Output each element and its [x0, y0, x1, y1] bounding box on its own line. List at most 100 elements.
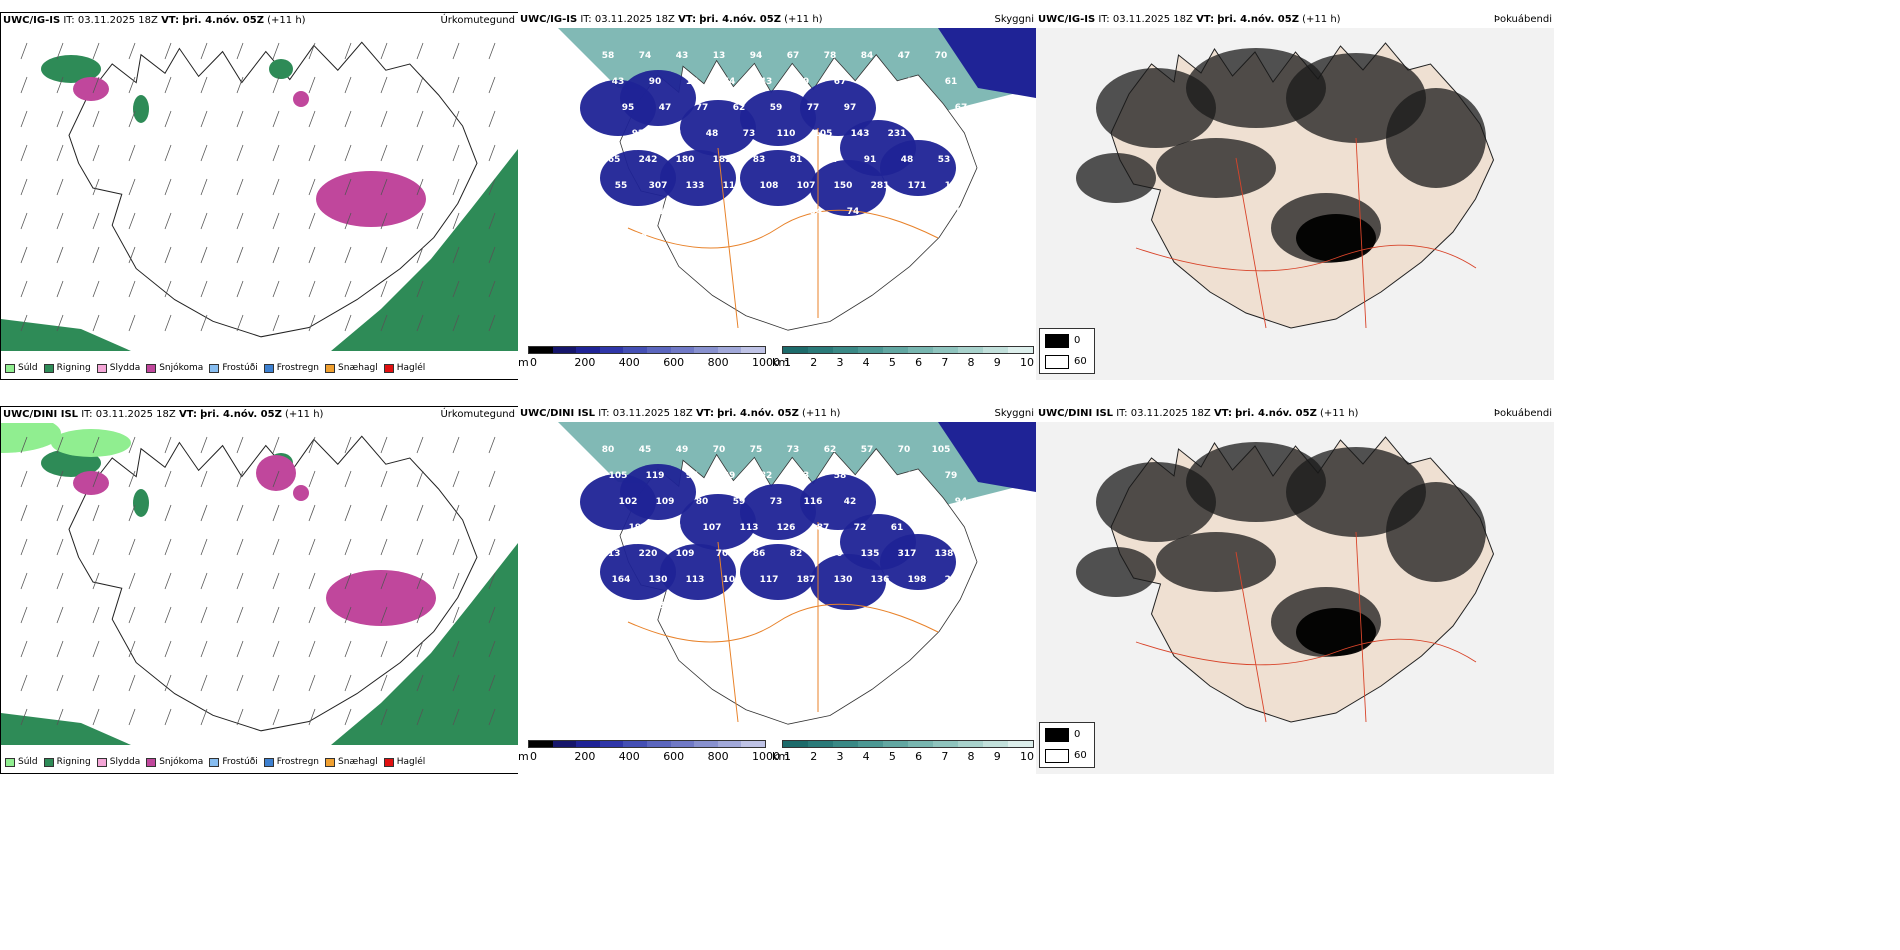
- colorbar-tick-label: 9: [993, 750, 1001, 763]
- precip-legend: Súld Rigning Slydda Snjókoma Frostúði Frostre…: [5, 363, 425, 373]
- ceiling-value-label: 281: [871, 181, 890, 191]
- ceiling-value-label: 105: [814, 129, 833, 139]
- ceiling-value-label: 42: [844, 497, 857, 507]
- precip-legend-swatch: [263, 363, 274, 373]
- ceiling-value-label: 76: [699, 601, 712, 611]
- fog-legend-low-swatch: [1045, 334, 1069, 348]
- precip-legend-swatch: [43, 363, 54, 373]
- fog-legend-low-label: 0: [1074, 335, 1081, 346]
- ceiling-value-label: 94: [955, 497, 968, 507]
- colorbar-segment: [670, 347, 695, 353]
- ceiling-value-label: 111: [945, 181, 964, 191]
- precip-legend-label: Haglél: [396, 363, 426, 373]
- colorbar-tick-label: 3: [836, 356, 844, 369]
- colorbar-segment: [958, 741, 983, 747]
- precip-legend-item: Frostúði: [209, 363, 258, 373]
- ceiling-value-label: 79: [945, 471, 958, 481]
- colorbar-gradient: [528, 346, 766, 354]
- ceiling-value-label: 49: [676, 445, 689, 455]
- panel-header: UWC/IG-IS IT: 03.11.2025 18Z VT: þri. 4.…: [520, 14, 823, 25]
- precip-legend-item: Súld: [5, 363, 38, 373]
- visibility-map: 58 74 43 13 94 67 78 84 47 70 43 90 13 74 43 49 67 47 77 61…: [558, 28, 1036, 331]
- ceiling-value-label: 40: [918, 103, 931, 113]
- ceiling-value-label: 47: [871, 77, 884, 87]
- precip-legend-item: Slydda: [96, 363, 140, 373]
- precip-legend-item: Rigning: [43, 757, 91, 767]
- precip-legend-item: Frostregn: [263, 363, 319, 373]
- colorbar-tick-label: 7: [941, 356, 949, 369]
- panel-title: Skyggni: [994, 14, 1034, 25]
- ceiling-value-label: 124: [696, 207, 715, 217]
- colorbar-segment: [783, 347, 808, 353]
- ceiling-value-label: 47: [898, 51, 911, 61]
- init-time: 03.11.2025 18Z: [594, 14, 675, 25]
- ceiling-value-label: 74: [639, 51, 652, 61]
- panel-title: Þokuábendi: [1493, 14, 1552, 25]
- colorbar-segment: [983, 741, 1008, 747]
- ceiling-colorbar: m 0 200 400 600 800 1000: [518, 344, 780, 376]
- precip-legend-swatch: [43, 757, 54, 767]
- ceiling-value-label: 61: [891, 523, 904, 533]
- colorbar-segment: [694, 347, 718, 353]
- precip-legend-item: Snæhagl: [325, 757, 378, 767]
- ceiling-value-label: 102: [619, 497, 638, 507]
- colorbar-unit: km: [772, 750, 790, 763]
- colorbar-segment: [694, 741, 718, 747]
- ceiling-value-label: 74: [847, 207, 860, 217]
- fog-legend-high-swatch: [1045, 355, 1069, 369]
- colorbar-segment: [908, 347, 933, 353]
- fog-index-panel-row1: UWC/IG-IS IT: 03.11.2025 18Z VT: þri. 4.…: [1036, 12, 1900, 380]
- precip-legend-label: Slydda: [109, 757, 141, 767]
- colorbar-segment: [576, 347, 600, 353]
- ceiling-value-label: 84: [861, 51, 874, 61]
- ceiling-value-label: 53: [938, 155, 951, 165]
- precip-legend-label: Súld: [18, 363, 38, 373]
- colorbar-segment: [717, 741, 742, 747]
- ceiling-value-label: 90: [649, 77, 662, 87]
- ceiling-value-label: 61: [945, 77, 958, 87]
- colorbar-tick-label: 400: [618, 750, 640, 763]
- lead-time: (+11 h): [267, 15, 306, 26]
- ceiling-value-label: 59: [871, 471, 884, 481]
- ceiling-value-label: 85: [918, 497, 931, 507]
- ceiling-value-label: 92: [632, 129, 645, 139]
- precip-legend-item: Slydda: [96, 757, 141, 767]
- ceiling-value-label: 73: [770, 497, 783, 507]
- ceiling-value-label: 43: [676, 51, 689, 61]
- ceiling-value-label: 59: [733, 497, 746, 507]
- ceiling-value-label: 131: [881, 207, 900, 217]
- ceiling-value-label: 74: [723, 77, 736, 87]
- colorbar-segment: [623, 347, 647, 353]
- ceiling-value-label: 242: [639, 155, 658, 165]
- panel-header: UWC/DINI ISL IT: 03.11.2025 18Z VT: þri.…: [3, 409, 324, 420]
- init-time: 03.11.2025 18Z: [1130, 408, 1211, 419]
- colorbar-segment: [1008, 741, 1033, 747]
- ceiling-value-label: 51: [908, 471, 921, 481]
- ceiling-value-label: 83: [669, 129, 682, 139]
- ceiling-value-label: 13: [713, 51, 726, 61]
- colorbar-tick-label: 4: [862, 356, 870, 369]
- ceiling-value-label: 136: [824, 549, 843, 559]
- ceiling-value-label: 83: [773, 207, 786, 217]
- ceiling-value-label: 265: [602, 155, 621, 165]
- ceiling-value-label: 58: [834, 471, 847, 481]
- precip-legend-label: Frostúði: [222, 363, 258, 373]
- ceiling-value-label: 182: [713, 155, 732, 165]
- precip-legend-swatch: [263, 757, 274, 767]
- model-name: UWC/DINI ISL: [520, 408, 596, 419]
- ceiling-value-label: 78: [824, 51, 837, 61]
- ceiling-value-label: 43: [612, 77, 625, 87]
- colorbar-segment: [741, 347, 765, 353]
- colorbar-segment: [958, 347, 983, 353]
- colorbar-segment: [741, 741, 765, 747]
- init-time: 03.11.2025 18Z: [77, 15, 158, 26]
- ceiling-value-label: 102: [955, 207, 974, 217]
- colorbar-segment: [833, 741, 858, 747]
- ceiling-value-label: 119: [646, 471, 665, 481]
- ceiling-value-label: 91: [864, 155, 877, 165]
- colorbar-tick-label: 8: [967, 750, 975, 763]
- precip-legend-swatch: [96, 363, 107, 373]
- fog-index-map: [1036, 28, 1554, 380]
- colorbar-tick-label: 7: [941, 750, 949, 763]
- ceiling-value-label: 58: [602, 51, 615, 61]
